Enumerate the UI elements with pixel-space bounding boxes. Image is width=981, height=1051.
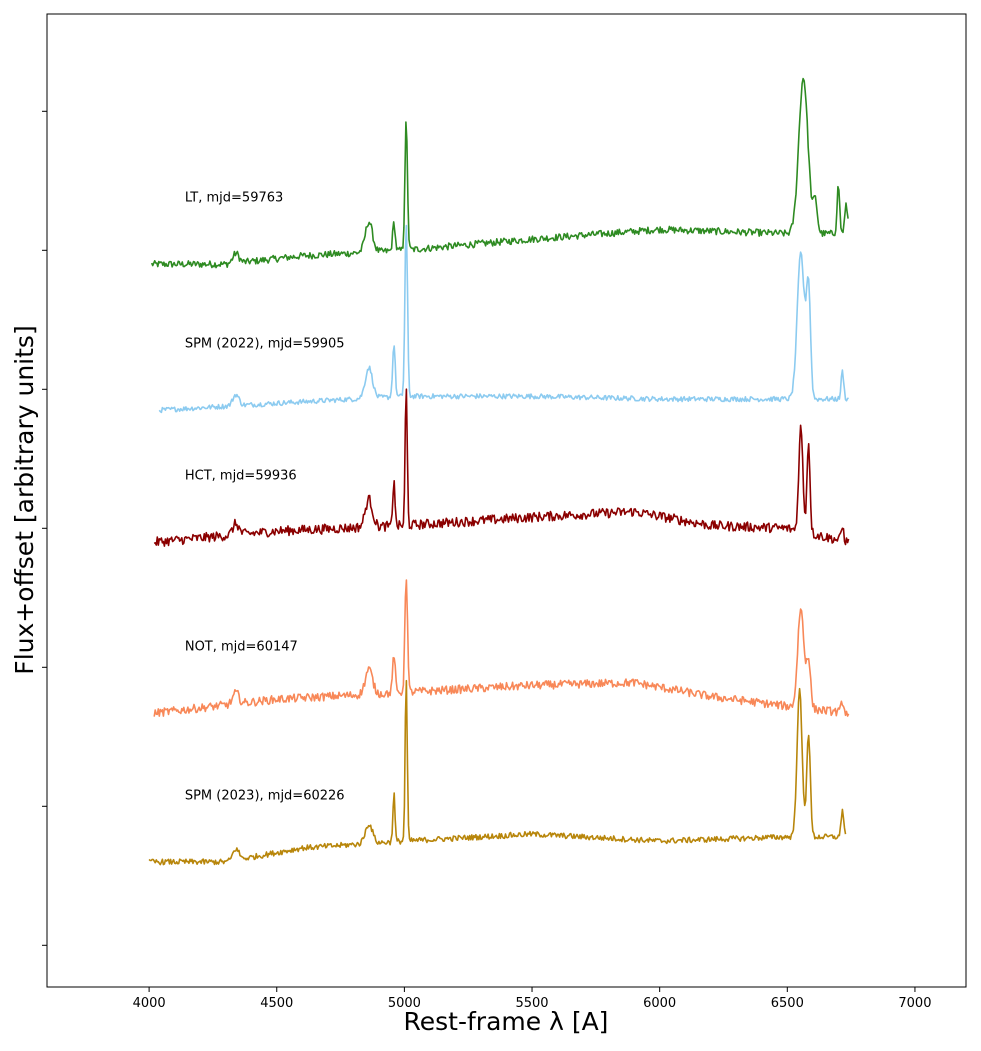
x-tick-label: 6000 bbox=[643, 996, 676, 1011]
plot-frame bbox=[46, 13, 967, 988]
series-label-4: SPM (2023), mjd=60226 bbox=[185, 788, 345, 803]
x-tick-label: 6500 bbox=[771, 996, 804, 1011]
series-label-3: NOT, mjd=60147 bbox=[185, 640, 298, 655]
x-tick-label: 4500 bbox=[260, 996, 293, 1011]
series-label-2: HCT, mjd=59936 bbox=[185, 469, 297, 484]
x-tick-label: 4000 bbox=[133, 996, 166, 1011]
y-axis-label: Flux+offset [arbitrary units] bbox=[10, 325, 39, 674]
series-label-0: LT, mjd=59763 bbox=[185, 191, 283, 206]
series-layer: LT, mjd=59763 SPM (2022), mjd=59905 HCT, m… bbox=[148, 77, 850, 866]
spectrum-line-3 bbox=[153, 579, 850, 717]
x-tick-label: 5500 bbox=[515, 996, 548, 1011]
x-tick-label: 5000 bbox=[388, 996, 421, 1011]
x-tick-label: 7000 bbox=[898, 996, 931, 1011]
x-axis-label: Rest-frame λ [A] bbox=[404, 1007, 609, 1036]
spectrum-line-0 bbox=[150, 77, 849, 269]
series-label-1: SPM (2022), mjd=59905 bbox=[185, 337, 345, 352]
ticks-layer: 4000 4500 5000 5500 6000 6500 7000 bbox=[42, 110, 931, 1011]
spectrum-line-1 bbox=[158, 224, 849, 414]
spectrum-line-4 bbox=[148, 679, 847, 866]
spectrum-line-2 bbox=[153, 388, 850, 547]
